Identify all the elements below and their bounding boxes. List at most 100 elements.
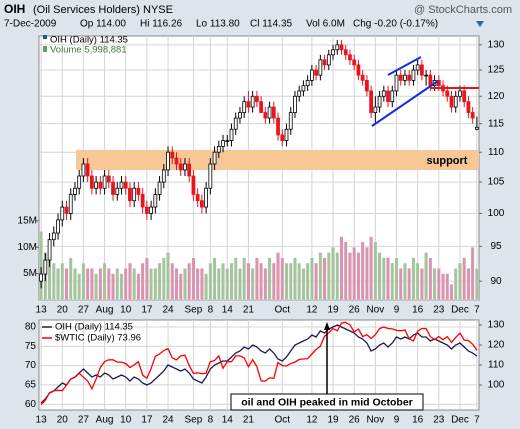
candle-body <box>81 163 86 177</box>
volume-bar <box>271 262 276 301</box>
y2-tick-label: 110 <box>488 360 504 371</box>
candle-body <box>276 117 280 136</box>
volume-bar <box>284 262 289 301</box>
volume-bar <box>115 268 120 301</box>
volume-bar <box>449 284 454 301</box>
x-tick-label: 13 <box>36 305 48 316</box>
candle-body <box>453 95 458 108</box>
volume-bar <box>403 262 407 301</box>
annotation: oil and OIH peaked in mid October <box>241 396 413 408</box>
volume-bar <box>428 257 433 301</box>
y-tick-label: 90 <box>490 276 502 287</box>
volume-bar <box>106 268 111 301</box>
x-tick-label: 17 <box>141 305 153 316</box>
candle-body <box>373 106 378 113</box>
y-tick-label: 110 <box>488 147 504 158</box>
candle-body <box>246 101 251 108</box>
y-tick-label: 120 <box>488 91 505 102</box>
volume-bar <box>415 262 420 301</box>
candle-body <box>339 44 344 51</box>
volume-bar <box>420 268 424 301</box>
line-series <box>40 324 478 404</box>
candle-body <box>445 90 450 97</box>
x-tick-label: 21 <box>243 415 255 426</box>
candle-body <box>394 74 399 92</box>
candle-body <box>398 74 403 81</box>
candle-body <box>145 206 149 214</box>
candle-body <box>94 181 98 189</box>
x-tick-label: 8 <box>208 305 214 316</box>
volume-bar <box>140 262 145 301</box>
candle-body <box>68 194 73 214</box>
candle-body <box>314 69 318 76</box>
volume-bar <box>305 262 310 301</box>
volume-bar <box>369 236 373 301</box>
candle-body <box>85 163 90 177</box>
candle-body <box>318 59 323 76</box>
volume-bar <box>318 252 323 301</box>
stat: Cl 114.35 <box>250 19 293 30</box>
volume-bar <box>149 268 153 301</box>
candle-body <box>255 95 259 103</box>
candle-body <box>475 126 479 130</box>
x-tick-label: 16 <box>412 305 424 316</box>
candle-body <box>322 59 327 66</box>
x-tick-label: 7 <box>474 305 480 316</box>
volume-bar <box>335 252 340 301</box>
volume-bar <box>263 268 268 301</box>
candle-body <box>326 54 331 66</box>
trend-line <box>387 56 422 76</box>
candle-body <box>132 187 137 202</box>
candle-body <box>297 90 302 97</box>
y-tick-label: 105 <box>488 177 505 188</box>
volume-bar <box>73 268 77 301</box>
candle-body <box>56 219 60 234</box>
x-tick-label: Nov <box>366 415 384 426</box>
candle-body <box>191 175 196 195</box>
legend-entry: Volume 5,998,881 <box>50 45 127 56</box>
x-tick-label: 23 <box>433 415 445 426</box>
volume-bar <box>326 252 331 301</box>
y2-tick-label: 130 <box>488 320 505 331</box>
volume-bar <box>81 262 86 301</box>
x-tick-label: Dec <box>451 305 469 316</box>
volume-bar <box>242 257 247 301</box>
volume-bar <box>348 252 352 301</box>
y-tick-label: 95 <box>490 241 502 252</box>
candle-body <box>242 101 247 113</box>
volume-bar <box>212 257 217 301</box>
candle-body <box>360 74 365 81</box>
volume-bar <box>178 273 183 301</box>
volume-bar <box>301 268 306 301</box>
stat: Hi 116.26 <box>140 19 183 30</box>
candle-body <box>157 181 162 195</box>
volume-bar <box>102 262 107 301</box>
menu-arrow[interactable] <box>476 21 484 27</box>
volume-bar <box>98 268 103 301</box>
candle-body <box>470 112 475 119</box>
candle-body <box>166 151 170 171</box>
volume-bar <box>360 241 365 301</box>
volume-bar <box>187 262 192 301</box>
candle-body <box>111 181 115 195</box>
candle-body <box>449 95 454 108</box>
volume-bar <box>39 231 43 301</box>
y2-tick-label: 10M <box>18 242 37 253</box>
volume-bar <box>288 262 293 301</box>
y2-tick-label: 5M <box>23 268 37 279</box>
candle-body <box>301 85 306 92</box>
volume-bar <box>343 241 348 301</box>
trend-line <box>371 80 439 127</box>
candle-body <box>178 163 183 171</box>
x-tick-label: 14 <box>222 305 234 316</box>
volume-bar <box>68 257 73 301</box>
x-tick-label: 12 <box>306 415 318 426</box>
volume-bar <box>246 262 251 301</box>
candle-body <box>381 90 386 97</box>
volume-bar <box>208 262 213 301</box>
volume-bar <box>195 268 200 301</box>
y-tick-label: 70 <box>25 360 37 371</box>
candle-body <box>200 200 204 208</box>
volume-bar <box>373 241 378 301</box>
volume-bar <box>394 257 399 301</box>
